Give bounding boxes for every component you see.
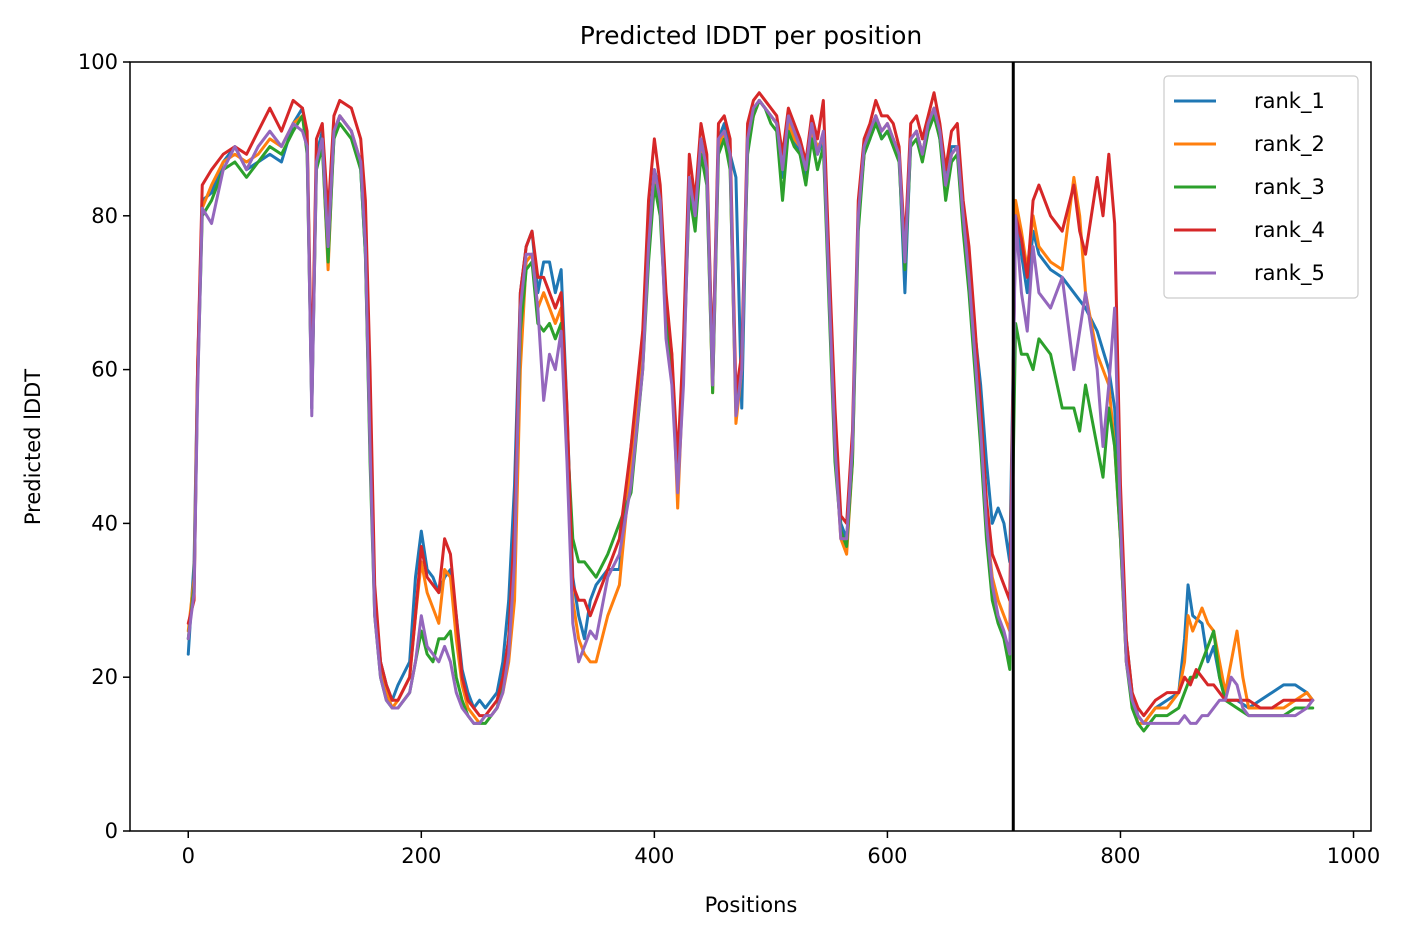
x-tick-label: 200 <box>401 844 441 868</box>
legend-label-rank_1: rank_1 <box>1254 89 1325 114</box>
legend-box <box>1163 75 1359 299</box>
x-axis-label: Positions <box>705 893 798 917</box>
series-line-rank_5 <box>186 98 1315 725</box>
chart-title: Predicted lDDT per position <box>580 21 922 50</box>
x-tick-label: 400 <box>634 844 674 868</box>
legend-label-rank_5: rank_5 <box>1254 261 1325 286</box>
x-tick-label: 0 <box>182 844 195 868</box>
y-tick-label: 100 <box>78 50 118 74</box>
x-tick-label: 800 <box>1100 844 1140 868</box>
legend-label-rank_3: rank_3 <box>1254 175 1325 200</box>
x-tick-label: 1000 <box>1327 844 1380 868</box>
y-tick-label: 40 <box>91 511 118 535</box>
y-tick-label: 60 <box>91 358 118 382</box>
legend: rank_1 rank_2 rank_3 rank_4 rank_5 <box>1163 75 1359 299</box>
series-line-rank_4 <box>186 91 1315 718</box>
legend-label-rank_2: rank_2 <box>1254 132 1325 157</box>
y-tick-label: 80 <box>91 204 118 228</box>
y-axis-label: Predicted lDDT <box>21 369 45 525</box>
legend-label-rank_4: rank_4 <box>1254 218 1325 243</box>
series-lines <box>186 91 1315 733</box>
x-tick-label: 600 <box>867 844 907 868</box>
axis-ticks: 0 200 400 600 800 1000 0 20 40 60 80 100 <box>78 50 1380 868</box>
plot-frame <box>129 61 1372 832</box>
y-tick-label: 20 <box>91 665 118 689</box>
y-tick-label: 0 <box>105 819 118 843</box>
